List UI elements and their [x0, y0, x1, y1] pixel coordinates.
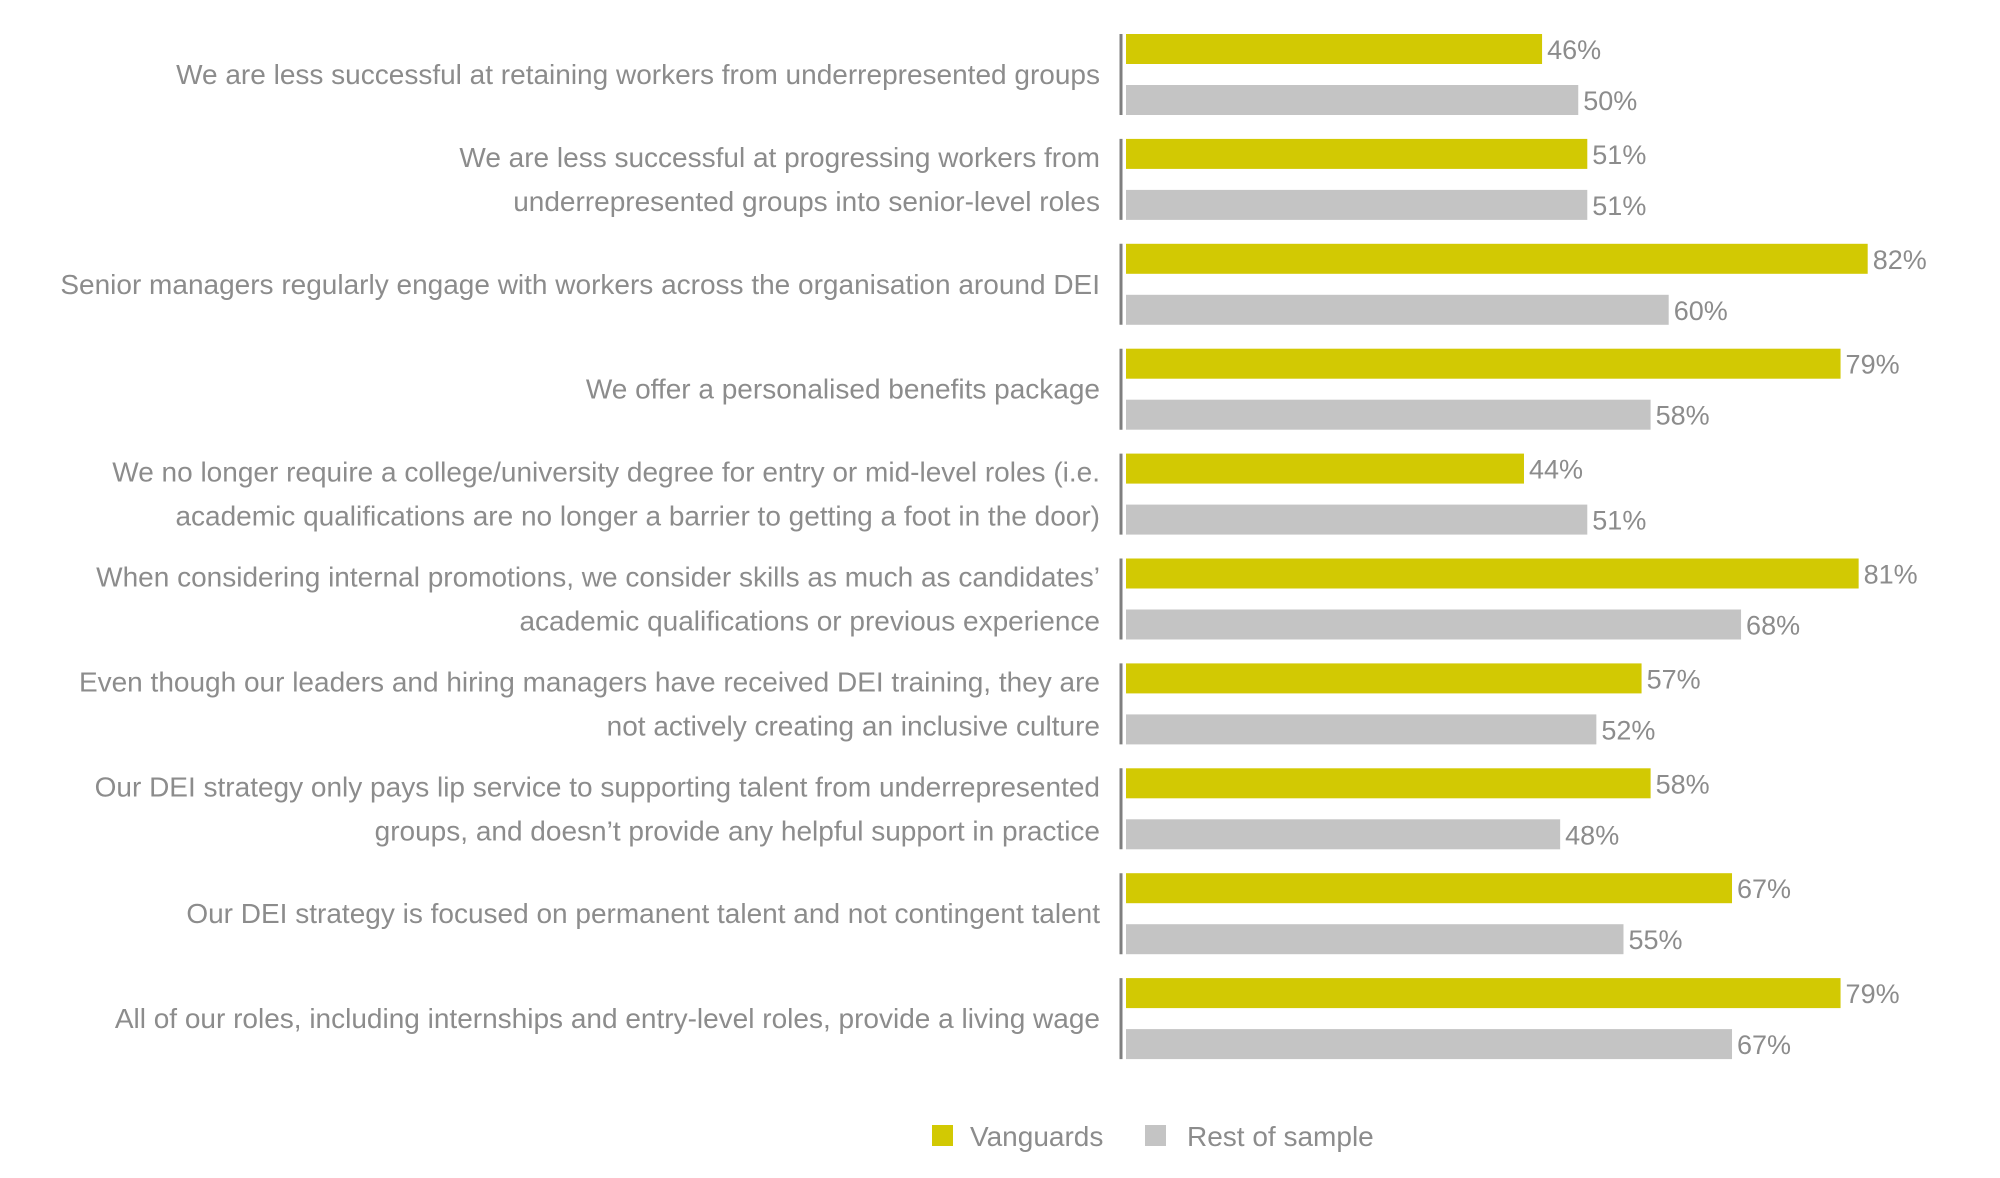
category-label: All of our roles, including internships … — [115, 1003, 1100, 1034]
category-label-line: not actively creating an inclusive cultu… — [607, 710, 1100, 741]
bar-rest-of-sample — [1126, 819, 1561, 850]
category-label: When considering internal promotions, we… — [96, 562, 1100, 637]
value-label: 82% — [1873, 245, 1927, 275]
value-label: 51% — [1592, 506, 1646, 536]
category-label: Our DEI strategy only pays lip service t… — [95, 771, 1100, 846]
category-label-line: When considering internal promotions, we… — [96, 562, 1100, 593]
value-label: 58% — [1656, 401, 1710, 431]
legend-swatch-rest-of-sample — [1145, 1125, 1166, 1146]
bar-vanguards — [1126, 138, 1588, 169]
value-label: 67% — [1737, 1030, 1791, 1060]
value-label: 67% — [1737, 874, 1791, 904]
bar-vanguards — [1126, 768, 1651, 799]
legend-swatch-vanguards — [932, 1125, 953, 1146]
bar-rest-of-sample — [1126, 609, 1742, 640]
bar-vanguards — [1126, 243, 1868, 274]
value-label: 48% — [1565, 820, 1619, 850]
value-label: 55% — [1628, 925, 1682, 955]
category-group: 46% 50% We are less successful at retainin… — [176, 34, 1637, 116]
category-group: 51% 51% We are less successful at progress… — [459, 138, 1646, 221]
category-label: We are less successful at retaining work… — [176, 59, 1100, 90]
value-label: 81% — [1864, 560, 1918, 590]
bar-rest-of-sample — [1126, 924, 1624, 955]
category-label-line: We are less successful at retaining work… — [176, 59, 1100, 90]
category-label-line: academic qualifications are no longer a … — [175, 501, 1100, 532]
category-label: We are less successful at progressing wo… — [459, 142, 1100, 217]
bar-rest-of-sample — [1126, 189, 1588, 220]
category-label: Even though our leaders and hiring manag… — [79, 666, 1100, 741]
value-label: 50% — [1583, 86, 1637, 116]
category-group: 79% 67% All of our roles, including intern… — [115, 978, 1900, 1060]
value-label: 60% — [1674, 296, 1728, 326]
category-label: Senior managers regularly engage with wo… — [60, 269, 1100, 300]
bar-vanguards — [1126, 663, 1642, 694]
chart-groups: 46% 50% We are less successful at retainin… — [60, 34, 1927, 1060]
value-label: 51% — [1592, 191, 1646, 221]
category-label: Our DEI strategy is focused on permanent… — [186, 898, 1100, 929]
bar-rest-of-sample — [1126, 294, 1669, 325]
category-group: 81% 68% When considering internal promotio… — [96, 558, 1918, 641]
value-label: 68% — [1746, 611, 1800, 641]
bar-rest-of-sample — [1126, 1029, 1733, 1060]
category-label-line: underrepresented groups into senior-leve… — [513, 186, 1100, 217]
value-label: 52% — [1601, 715, 1655, 745]
value-label: 46% — [1547, 35, 1601, 65]
value-label: 79% — [1846, 979, 1900, 1009]
legend-label: Rest of sample — [1187, 1121, 1374, 1152]
category-label-line: Senior managers regularly engage with wo… — [60, 269, 1100, 300]
bar-rest-of-sample — [1126, 504, 1588, 535]
category-label: We offer a personalised benefits package — [586, 374, 1100, 405]
category-label-line: Even though our leaders and hiring manag… — [79, 666, 1100, 697]
value-label: 79% — [1846, 350, 1900, 380]
bar-rest-of-sample — [1126, 714, 1597, 745]
category-label-line: We no longer require a college/universit… — [112, 457, 1100, 488]
category-label-line: Our DEI strategy only pays lip service t… — [95, 771, 1100, 802]
category-group: 67% 55% Our DEI strategy is focused on per… — [186, 873, 1791, 955]
category-group: 79% 58% We offer a personalised benefits p… — [586, 348, 1900, 431]
bar-vanguards — [1126, 558, 1859, 589]
category-label-line: academic qualifications or previous expe… — [519, 606, 1100, 637]
value-label: 58% — [1656, 769, 1710, 799]
category-group: 82% 60% Senior managers regularly engage w… — [60, 243, 1927, 326]
bar-vanguards — [1126, 34, 1543, 64]
category-label-line: We offer a personalised benefits package — [586, 374, 1100, 405]
legend-label: Vanguards — [970, 1121, 1103, 1152]
category-group: 58% 48% Our DEI strategy only pays lip ser… — [95, 768, 1710, 850]
category-label-line: All of our roles, including internships … — [115, 1003, 1100, 1034]
category-group: 57% 52% Even though our leaders and hiring… — [79, 663, 1701, 745]
category-label: We no longer require a college/universit… — [112, 457, 1100, 532]
value-label: 44% — [1529, 455, 1583, 485]
bar-vanguards — [1126, 873, 1733, 904]
value-label: 51% — [1592, 140, 1646, 170]
bar-rest-of-sample — [1126, 399, 1651, 430]
category-label-line: We are less successful at progressing wo… — [459, 142, 1100, 173]
value-label: 57% — [1647, 664, 1701, 694]
chart-legend: Vanguards Rest of sample — [932, 1121, 1374, 1152]
bar-vanguards — [1126, 348, 1841, 379]
bar-rest-of-sample — [1126, 85, 1579, 115]
category-label-line: Our DEI strategy is focused on permanent… — [186, 898, 1100, 929]
bar-vanguards — [1126, 978, 1841, 1009]
category-group: 44% 51% We no longer require a college/uni… — [112, 453, 1646, 536]
bar-vanguards — [1126, 453, 1524, 484]
category-label-line: groups, and doesn’t provide any helpful … — [375, 815, 1100, 846]
